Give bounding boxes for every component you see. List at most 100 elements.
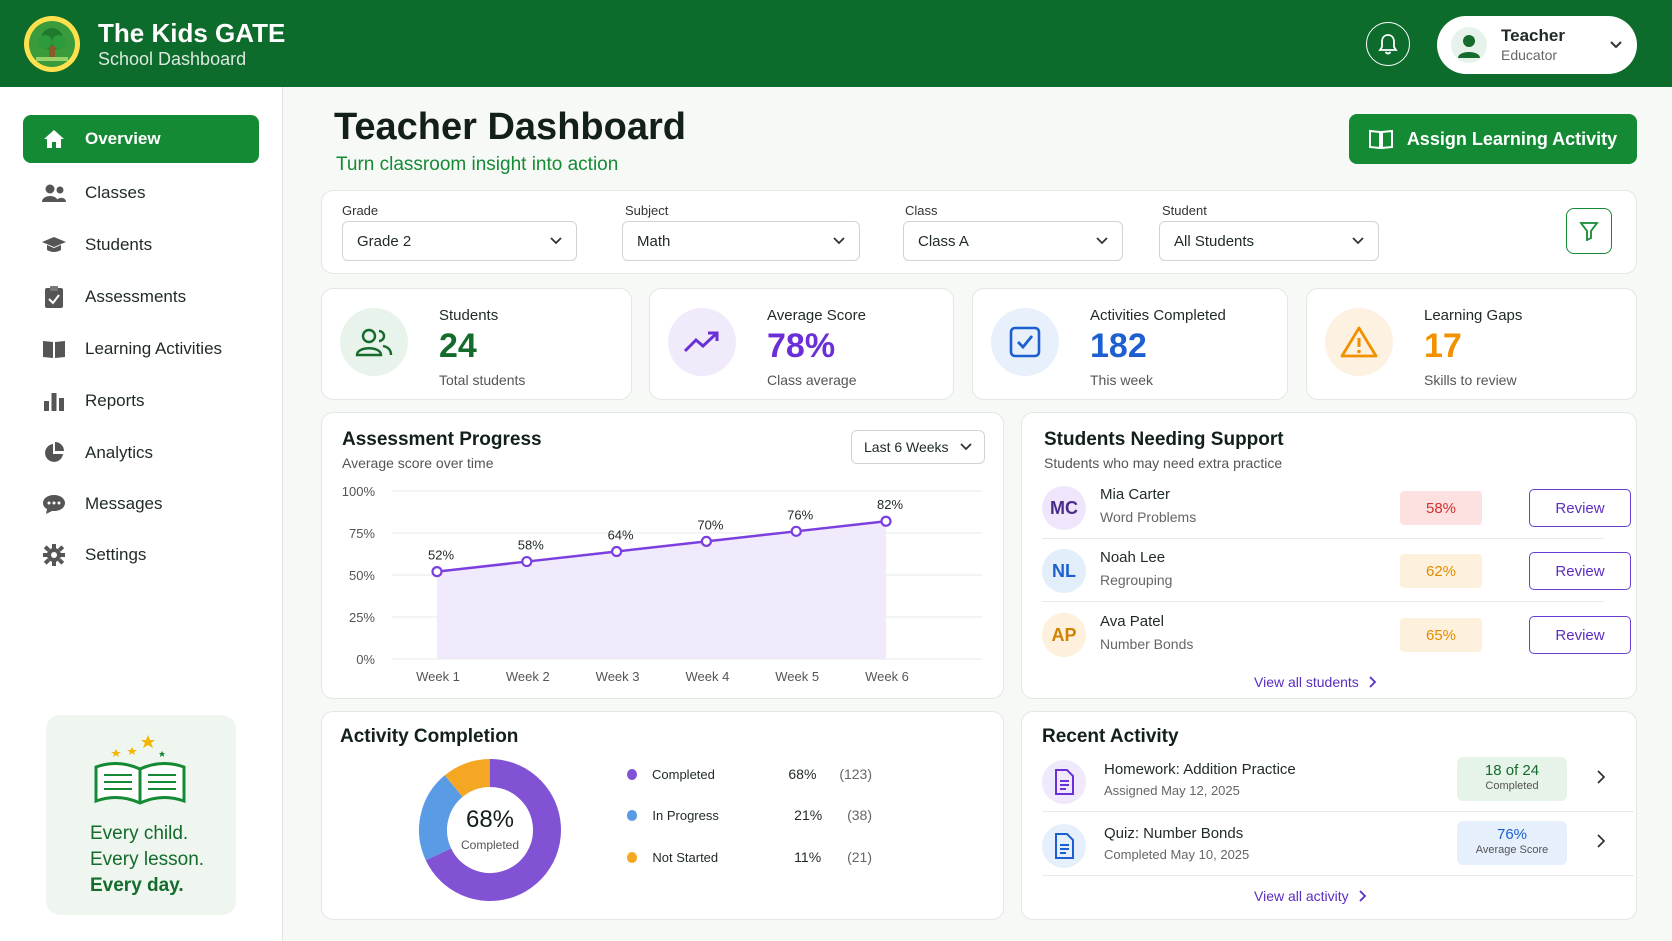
stat-value: 182 xyxy=(1090,327,1147,365)
legend-item: Not Started 11% (21) xyxy=(627,846,872,868)
student-avatar: MC xyxy=(1042,486,1086,530)
legend-item: Completed 68% (123) xyxy=(627,763,872,785)
grade-select[interactable]: Grade 2 xyxy=(342,221,577,261)
activity-date: Completed May 10, 2025 xyxy=(1104,847,1250,862)
user-role: Educator xyxy=(1501,47,1558,63)
assign-learning-activity-button[interactable]: Assign Learning Activity xyxy=(1349,114,1637,164)
sidebar: Overview Classes Students Assessments Le… xyxy=(0,87,283,941)
list-item: AP Ava Patel Number Bonds 65% Review xyxy=(1042,604,1631,666)
badge-value: 76% xyxy=(1496,826,1528,843)
x-tick-label: Week 5 xyxy=(775,669,819,684)
sidebar-item-settings[interactable]: Settings xyxy=(23,531,259,579)
sidebar-item-label: Assessments xyxy=(85,287,187,306)
tree-logo-icon[interactable] xyxy=(24,15,80,72)
page-subtitle: Turn classroom insight into action xyxy=(336,154,619,175)
legend-pct: 11% xyxy=(794,849,822,865)
book-outline-icon xyxy=(1368,129,1393,149)
chevron-right-icon xyxy=(1369,676,1377,688)
sidebar-item-students[interactable]: Students xyxy=(23,221,259,269)
list-item: NL Noah Lee Regrouping 62% Review xyxy=(1042,540,1631,602)
filter-button[interactable] xyxy=(1566,208,1612,254)
sidebar-item-label: Overview xyxy=(85,129,161,148)
sidebar-item-label: Messages xyxy=(85,494,163,513)
notification-bell-button[interactable] xyxy=(1366,22,1410,66)
stat-card-learning-gaps: Learning Gaps 17 Skills to review xyxy=(1306,288,1637,400)
score-badge: 58% xyxy=(1400,491,1482,525)
legend-count: (21) xyxy=(847,849,872,865)
sidebar-item-messages[interactable]: Messages xyxy=(23,480,259,528)
chevron-down-icon xyxy=(833,237,845,245)
legend-dot xyxy=(627,768,637,780)
sidebar-item-analytics[interactable]: Analytics xyxy=(23,429,259,477)
score-badge: 65% xyxy=(1400,618,1482,652)
stat-value: 17 xyxy=(1424,327,1462,365)
student-name: Ava Patel xyxy=(1100,613,1164,630)
data-point xyxy=(790,525,802,537)
view-all-students-link[interactable]: View all students xyxy=(1254,674,1377,690)
review-button[interactable]: Review xyxy=(1529,489,1631,527)
recent-activity-card: Recent Activity Homework: Addition Pract… xyxy=(1021,711,1637,920)
bar-chart-icon xyxy=(41,388,67,414)
donut-center-label: Completed xyxy=(460,838,520,852)
sidebar-item-learning-activities[interactable]: Learning Activities xyxy=(23,325,259,373)
sidebar-item-assessments[interactable]: Assessments xyxy=(23,273,259,321)
card-subtitle: Average score over time xyxy=(342,455,494,471)
open-book-icon xyxy=(94,735,186,805)
class-select[interactable]: Class A xyxy=(903,221,1123,261)
home-icon xyxy=(41,126,67,152)
review-button[interactable]: Review xyxy=(1529,552,1631,590)
student-select[interactable]: All Students xyxy=(1159,221,1379,261)
stat-label: Activities Completed xyxy=(1090,307,1226,324)
student-topic: Number Bonds xyxy=(1100,636,1194,652)
grade-select-value: Grade 2 xyxy=(357,232,412,250)
subject-select[interactable]: Math xyxy=(622,221,860,261)
view-all-activity-link[interactable]: View all activity xyxy=(1254,888,1367,904)
list-item[interactable]: Quiz: Number Bonds Completed May 10, 202… xyxy=(1042,814,1634,876)
legend-item: In Progress 21% (38) xyxy=(627,804,872,826)
donut-center-value: 68% xyxy=(465,806,515,833)
assessment-line-chart: 100% 75% 50% 25% 0% 52% Week 1 58% Week 2 64% Week… xyxy=(342,484,982,684)
sidebar-item-label: Settings xyxy=(85,545,147,564)
data-label: 58% xyxy=(518,538,544,553)
legend-count: (123) xyxy=(839,766,872,782)
app-subtitle: School Dashboard xyxy=(98,48,247,69)
stat-label: Average Score xyxy=(767,307,866,324)
legend-count: (38) xyxy=(847,807,872,823)
sidebar-item-label: Students xyxy=(85,235,153,254)
user-menu-button[interactable]: Teacher Educator xyxy=(1437,16,1637,74)
student-filter-label: Student xyxy=(1162,203,1207,218)
x-tick-label: Week 1 xyxy=(416,669,460,684)
badge-value: 18 of 24 xyxy=(1484,762,1540,779)
student-name: Noah Lee xyxy=(1100,549,1166,566)
students-support-card: Students Needing Support Students who ma… xyxy=(1021,412,1637,699)
list-item[interactable]: Homework: Addition Practice Assigned May… xyxy=(1042,750,1634,812)
y-tick-label: 50% xyxy=(349,568,375,583)
y-tick-label: 0% xyxy=(356,652,375,667)
promo-line-1: Every child. xyxy=(90,823,189,844)
chevron-down-icon xyxy=(1610,41,1622,49)
list-item: MC Mia Carter Word Problems 58% Review xyxy=(1042,477,1631,539)
stat-value: 78% xyxy=(767,327,836,365)
data-label: 82% xyxy=(877,497,903,512)
stat-sub: This week xyxy=(1090,372,1154,388)
stat-card-average-score: Average Score 78% Class average xyxy=(649,288,954,400)
series-line xyxy=(436,519,887,573)
donut-segment xyxy=(419,775,464,861)
page-title: Teacher Dashboard xyxy=(334,106,686,148)
chevron-down-icon xyxy=(550,237,562,245)
sidebar-item-reports[interactable]: Reports xyxy=(23,377,259,425)
date-range-value: Last 6 Weeks xyxy=(864,439,949,455)
bell-icon xyxy=(1378,34,1398,55)
student-topic: Word Problems xyxy=(1100,509,1197,525)
sidebar-item-overview[interactable]: Overview xyxy=(23,115,259,163)
clipboard-icon xyxy=(41,284,67,310)
y-tick-label: 75% xyxy=(349,526,375,541)
review-button[interactable]: Review xyxy=(1529,616,1631,654)
user-name: Teacher xyxy=(1501,26,1565,45)
stat-label: Learning Gaps xyxy=(1424,307,1523,324)
activity-title: Homework: Addition Practice xyxy=(1104,761,1296,778)
sidebar-item-classes[interactable]: Classes xyxy=(23,169,259,217)
badge-label: Average Score xyxy=(1475,844,1549,856)
sidebar-item-label: Classes xyxy=(85,183,146,202)
date-range-select[interactable]: Last 6 Weeks xyxy=(851,430,985,464)
